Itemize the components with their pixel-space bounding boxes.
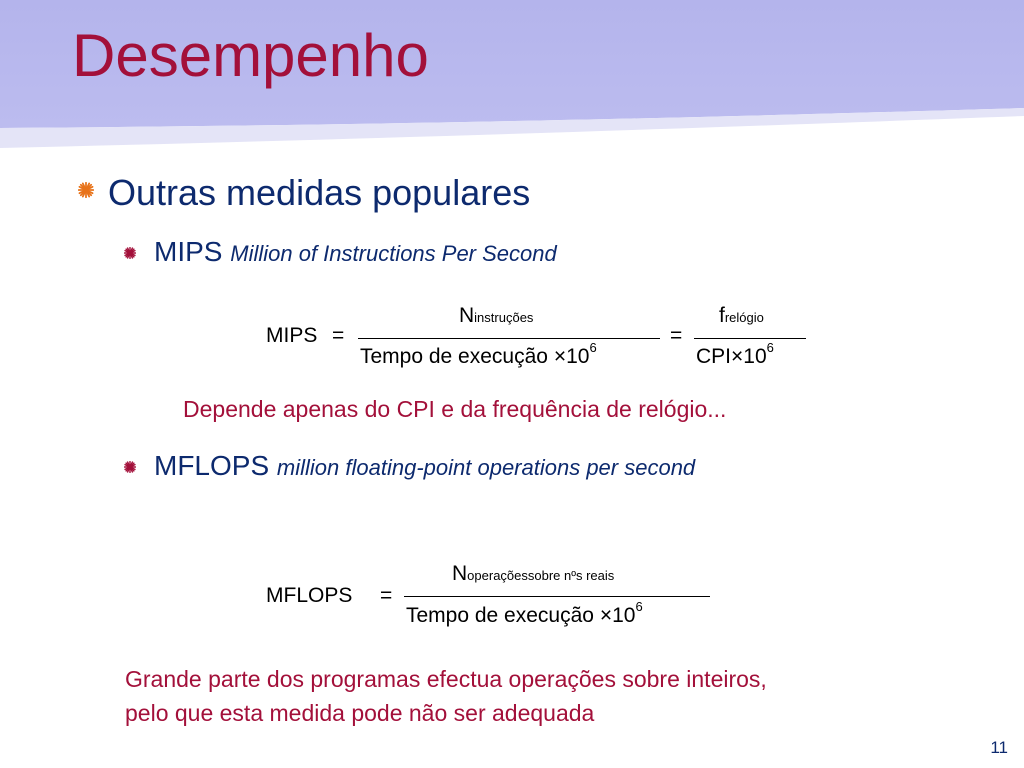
starburst-bullet-icon bbox=[124, 247, 136, 259]
formula-denominator: CPI×106 bbox=[696, 340, 774, 368]
header-band bbox=[0, 0, 1024, 148]
formula-denominator: Tempo de execução ×106 bbox=[406, 599, 643, 627]
formula-lhs: MIPS bbox=[266, 324, 318, 347]
starburst-bullet-icon bbox=[78, 182, 94, 198]
formula-equals: = bbox=[670, 324, 683, 347]
bullet-text: Outras medidas populares bbox=[108, 172, 531, 213]
formula-denominator: Tempo de execução ×106 bbox=[360, 340, 597, 368]
fraction-bar bbox=[358, 338, 660, 339]
slide-title: Desempenho bbox=[72, 22, 429, 89]
mips-note: Depende apenas do CPI e da frequência de… bbox=[183, 396, 727, 422]
formula-equals: = bbox=[380, 584, 393, 607]
fraction-bar bbox=[694, 338, 806, 339]
formula-numerator: Noperaçõessobre nºs reais bbox=[452, 562, 615, 585]
formula-numerator: Ninstruções bbox=[459, 304, 534, 327]
formula-lhs: MFLOPS bbox=[266, 584, 353, 607]
page-number: 11 bbox=[990, 738, 1008, 757]
mflops-term: MFLOPS bbox=[154, 450, 270, 481]
mflops-note-line1: Grande parte dos programas efectua opera… bbox=[125, 666, 767, 692]
formula-equals: = bbox=[332, 324, 345, 347]
starburst-bullet-icon bbox=[124, 461, 136, 473]
mips-description: Million of Instructions Per Second bbox=[230, 241, 557, 266]
formula-numerator: frelógio bbox=[719, 304, 764, 327]
mflops-formula: MFLOPS = Noperaçõessobre nºs reais Tempo… bbox=[266, 558, 726, 642]
mips-term: MIPS bbox=[154, 236, 223, 267]
mflops-note: Grande parte dos programas efectua opera… bbox=[125, 662, 767, 730]
mflops-description: million floating-point operations per se… bbox=[276, 455, 696, 480]
mips-formula: MIPS = Ninstruções Tempo de execução ×10… bbox=[266, 300, 826, 384]
mflops-note-line2: pelo que esta medida pode não ser adequa… bbox=[125, 700, 595, 726]
fraction-bar bbox=[404, 596, 710, 597]
